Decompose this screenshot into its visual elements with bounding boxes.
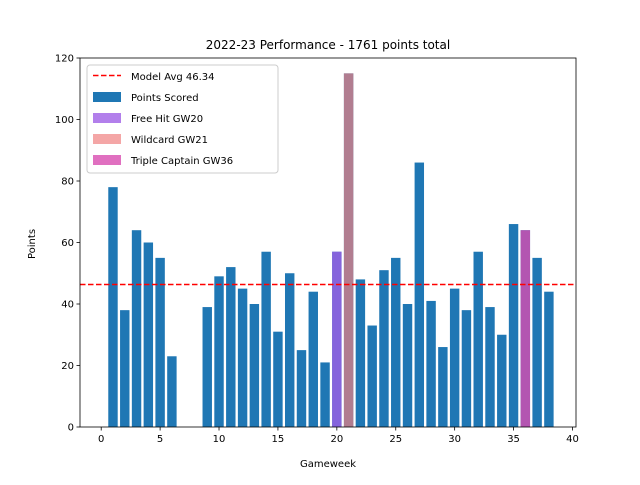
x-tick-label: 35: [507, 434, 520, 445]
bar-gw-24: [379, 270, 389, 427]
bar-gw-3: [131, 230, 142, 427]
x-tick-label: 40: [566, 434, 579, 445]
legend-swatch-wildcard: [93, 134, 121, 144]
bar-gw-22: [355, 279, 366, 427]
legend-swatch-points-scored: [93, 92, 121, 102]
bar-gw-18: [308, 291, 318, 427]
bar-gw-10: [214, 276, 224, 427]
bar-gw-11: [226, 267, 236, 427]
bar-gw-17: [296, 350, 307, 427]
bar-gw-12: [237, 288, 248, 427]
bar-gw-38: [544, 291, 554, 427]
y-tick-label: 0: [68, 423, 74, 434]
y-tick-label: 60: [61, 238, 74, 249]
bar-gw-5: [155, 257, 165, 427]
bars-layer: [108, 73, 554, 428]
legend-label-model-avg: Model Avg 46.34: [131, 72, 215, 83]
bar-gw-4: [143, 242, 154, 427]
legend-label-points-scored: Points Scored: [131, 93, 199, 104]
y-tick-label: 120: [55, 54, 74, 65]
bar-gw-30: [449, 288, 460, 427]
bar-gw-9: [202, 307, 212, 427]
legend-label-triple-captain: Triple Captain GW36: [130, 156, 233, 167]
chart-title: 2022-23 Performance - 1761 points total: [206, 38, 450, 52]
x-ticks: 0 5 10 15 20 25 30 35 40: [98, 427, 579, 445]
bar-gw-31: [461, 310, 472, 427]
bar-gw-26: [402, 304, 413, 427]
x-tick-label: 30: [448, 434, 461, 445]
legend: Model Avg 46.34 Points Scored Free Hit G…: [86, 64, 279, 174]
x-tick-label: 20: [330, 434, 343, 445]
y-tick-label: 40: [61, 300, 74, 311]
bar-gw-14: [261, 251, 271, 427]
bar-gw-6: [167, 356, 177, 427]
y-tick-label: 20: [61, 361, 74, 372]
bar-gw-19: [320, 362, 330, 427]
bar-gw-34: [497, 334, 507, 427]
y-axis-title: Points: [27, 229, 38, 259]
bar-gw-1: [108, 187, 118, 427]
x-axis-title: Gameweek: [300, 459, 356, 470]
bar-gw-28: [426, 300, 436, 427]
bar-gw-15: [273, 331, 283, 427]
legend-box: [86, 64, 279, 174]
bar-gw-33: [485, 307, 495, 427]
bar-gw-23: [367, 325, 377, 427]
legend-label-wildcard: Wildcard GW21: [131, 135, 208, 146]
x-tick-label: 0: [98, 434, 104, 445]
legend-swatch-free-hit: [93, 113, 121, 123]
x-tick-label: 15: [272, 434, 285, 445]
y-tick-label: 100: [55, 115, 74, 126]
legend-swatch-triple-captain: [93, 155, 121, 165]
bar-gw-35: [508, 224, 519, 427]
y-tick-label: 80: [61, 177, 74, 188]
x-tick-label: 5: [157, 434, 163, 445]
x-tick-label: 25: [389, 434, 402, 445]
bar-highlight-gw-21: [343, 73, 354, 427]
bar-gw-13: [249, 304, 260, 427]
bar-highlight-gw-36: [520, 230, 531, 427]
bar-gw-27: [414, 162, 425, 428]
legend-label-free-hit: Free Hit GW20: [131, 114, 203, 125]
bar-gw-2: [120, 310, 130, 427]
bar-gw-25: [391, 257, 401, 427]
bar-highlight-gw-20: [332, 251, 342, 427]
y-ticks: 0 20 40 60 80 100 120: [55, 54, 80, 434]
bar-gw-37: [532, 257, 542, 427]
bar-gw-16: [284, 273, 295, 427]
bar-gw-29: [438, 347, 448, 427]
bar-gw-32: [473, 251, 483, 427]
x-tick-label: 10: [213, 434, 226, 445]
